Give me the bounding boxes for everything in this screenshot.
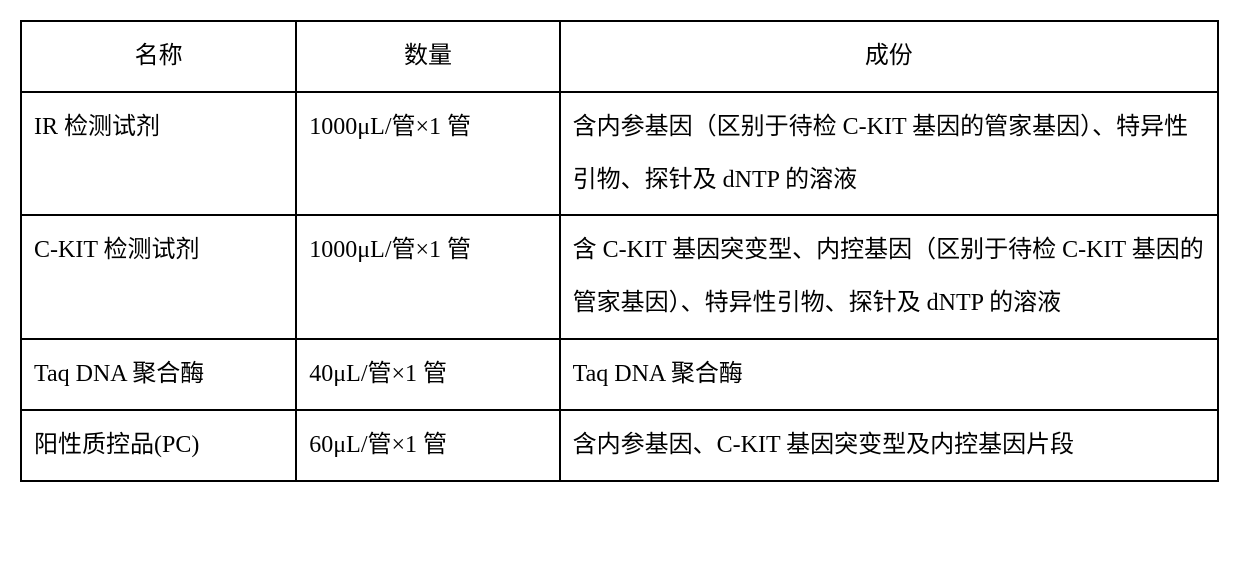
table-header-row: 名称 数量 成份 xyxy=(21,21,1218,92)
col-header-name: 名称 xyxy=(21,21,296,92)
cell-name: IR 检测试剂 xyxy=(21,92,296,216)
cell-name: C-KIT 检测试剂 xyxy=(21,215,296,339)
cell-name: Taq DNA 聚合酶 xyxy=(21,339,296,410)
cell-ingredient: 含 C-KIT 基因突变型、内控基因（区别于待检 C-KIT 基因的管家基因）、… xyxy=(560,215,1218,339)
reagent-table: 名称 数量 成份 IR 检测试剂 1000μL/管×1 管 含内参基因（区别于待… xyxy=(20,20,1219,482)
table-row: Taq DNA 聚合酶 40μL/管×1 管 Taq DNA 聚合酶 xyxy=(21,339,1218,410)
table-row: 阳性质控品(PC) 60μL/管×1 管 含内参基因、C-KIT 基因突变型及内… xyxy=(21,410,1218,481)
cell-ingredient: 含内参基因（区别于待检 C-KIT 基因的管家基因）、特异性引物、探针及 dNT… xyxy=(560,92,1218,216)
cell-name: 阳性质控品(PC) xyxy=(21,410,296,481)
cell-ingredient: 含内参基因、C-KIT 基因突变型及内控基因片段 xyxy=(560,410,1218,481)
table-row: IR 检测试剂 1000μL/管×1 管 含内参基因（区别于待检 C-KIT 基… xyxy=(21,92,1218,216)
reagent-table-container: 名称 数量 成份 IR 检测试剂 1000μL/管×1 管 含内参基因（区别于待… xyxy=(20,20,1219,482)
table-row: C-KIT 检测试剂 1000μL/管×1 管 含 C-KIT 基因突变型、内控… xyxy=(21,215,1218,339)
col-header-ingredient: 成份 xyxy=(560,21,1218,92)
cell-qty: 40μL/管×1 管 xyxy=(296,339,559,410)
cell-ingredient: Taq DNA 聚合酶 xyxy=(560,339,1218,410)
cell-qty: 1000μL/管×1 管 xyxy=(296,92,559,216)
col-header-qty: 数量 xyxy=(296,21,559,92)
cell-qty: 60μL/管×1 管 xyxy=(296,410,559,481)
cell-qty: 1000μL/管×1 管 xyxy=(296,215,559,339)
